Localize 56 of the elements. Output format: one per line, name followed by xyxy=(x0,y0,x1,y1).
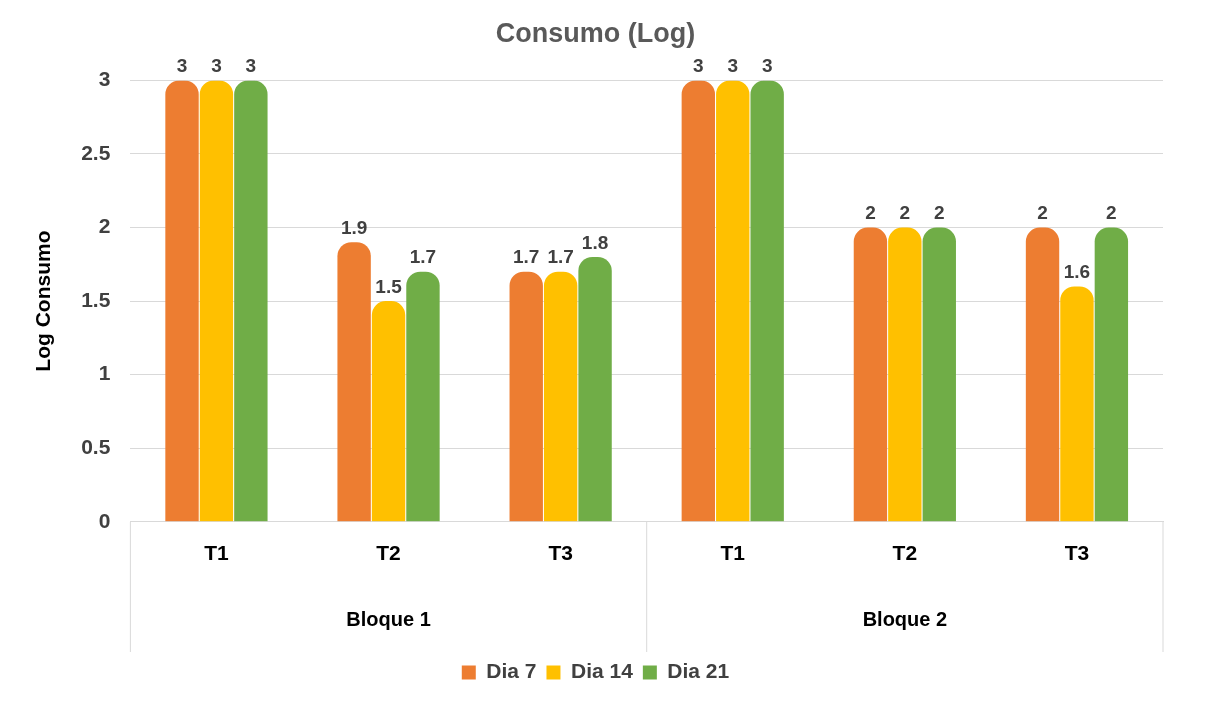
x-tick-label: T1 xyxy=(204,541,230,565)
bar xyxy=(853,227,888,522)
data-label: 2 xyxy=(1106,202,1117,224)
bar xyxy=(509,271,543,522)
y-axis-title: Log Consumo xyxy=(31,230,55,372)
text: Bloque 2 xyxy=(862,607,948,630)
y-tick-label: 0.5 xyxy=(81,435,111,459)
bar xyxy=(578,256,612,522)
y-tick-label: 0 xyxy=(98,508,111,532)
data-label: 3 xyxy=(727,55,739,77)
data-label: 3 xyxy=(761,55,773,77)
bar xyxy=(371,301,406,522)
y-tick-label: 1.5 xyxy=(81,287,111,311)
legend-label: Dia 21 xyxy=(667,659,730,683)
bar xyxy=(888,227,922,522)
bar xyxy=(716,80,750,522)
y-tick-label: 3 xyxy=(98,67,111,91)
bar xyxy=(922,227,956,522)
bar xyxy=(681,80,716,522)
bar xyxy=(1025,227,1060,522)
data-label: 1.8 xyxy=(581,231,609,253)
x-tick-label: T1 xyxy=(720,541,746,565)
bar xyxy=(750,80,784,522)
bar xyxy=(337,242,371,522)
y-tick-label: 1 xyxy=(98,361,111,385)
x-tick-label: T2 xyxy=(376,541,401,565)
data-label: 1.6 xyxy=(1063,261,1091,283)
y-tick-label: 2.5 xyxy=(81,140,111,164)
data-label: 1.7 xyxy=(513,246,540,268)
bar xyxy=(165,80,199,522)
bar xyxy=(543,271,578,522)
data-label: 2 xyxy=(933,202,945,224)
data-label: 2 xyxy=(899,202,911,224)
bar xyxy=(406,271,440,522)
x-tick-label: T2 xyxy=(892,541,918,565)
x-tick-label: T3 xyxy=(1064,541,1090,565)
data-label: 1.5 xyxy=(375,275,403,297)
data-label: 1.7 xyxy=(409,246,437,268)
bar xyxy=(234,80,268,522)
legend-label: Dia 7 xyxy=(486,659,537,683)
data-label: 3 xyxy=(245,55,257,77)
data-label: 1.7 xyxy=(547,246,574,268)
x-tick-label: T3 xyxy=(548,541,573,565)
data-label: 2 xyxy=(865,202,876,224)
data-label: 2 xyxy=(1037,202,1048,224)
y-tick-label: 2 xyxy=(98,214,111,238)
text: Bloque 1 xyxy=(346,607,431,630)
bar xyxy=(1060,286,1094,522)
data-label: 3 xyxy=(693,55,704,77)
data-label: 1.9 xyxy=(340,216,368,238)
data-label: 3 xyxy=(176,55,188,77)
legend-label: Dia 14 xyxy=(570,659,634,683)
chart-title: Consumo (Log) xyxy=(495,17,696,48)
bar xyxy=(199,80,234,522)
bar xyxy=(1094,227,1129,522)
data-label: 3 xyxy=(211,55,222,77)
